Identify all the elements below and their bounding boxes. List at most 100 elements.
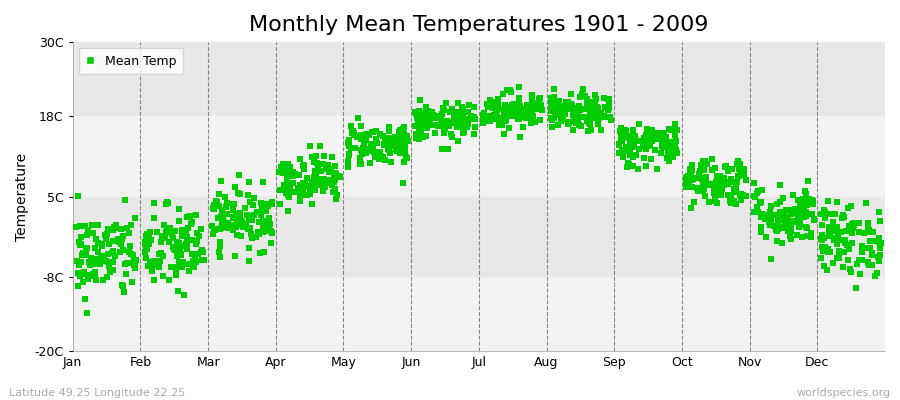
Point	[92, 257, 106, 263]
Point	[548, 109, 562, 116]
Point	[81, 272, 95, 278]
Point	[115, 236, 130, 242]
Point	[208, 227, 222, 234]
Point	[364, 140, 379, 147]
Point	[457, 129, 472, 136]
Point	[308, 181, 322, 188]
Point	[259, 208, 274, 214]
Point	[587, 115, 601, 122]
Point	[591, 112, 606, 118]
Point	[285, 168, 300, 175]
Point	[658, 134, 672, 140]
Point	[182, 261, 196, 267]
Legend: Mean Temp: Mean Temp	[79, 48, 183, 74]
Point	[422, 110, 436, 116]
Point	[698, 179, 713, 186]
Point	[627, 132, 642, 139]
Point	[736, 192, 751, 198]
Point	[316, 160, 330, 167]
Point	[400, 136, 414, 143]
Point	[754, 187, 769, 194]
Point	[174, 252, 188, 259]
Point	[823, 233, 837, 240]
Point	[344, 123, 358, 129]
Point	[360, 148, 374, 154]
Point	[527, 118, 542, 125]
Point	[214, 220, 229, 226]
Point	[827, 224, 842, 230]
Point	[209, 198, 223, 204]
Point	[410, 135, 424, 141]
Point	[818, 209, 832, 215]
Point	[558, 111, 572, 118]
Point	[365, 145, 380, 151]
Point	[820, 266, 834, 273]
Point	[662, 158, 677, 164]
Point	[382, 124, 397, 130]
Point	[428, 122, 442, 129]
Point	[597, 112, 611, 119]
Point	[508, 109, 523, 116]
Point	[636, 135, 651, 142]
Point	[328, 172, 343, 179]
Point	[296, 180, 310, 186]
Point	[418, 112, 432, 119]
Point	[525, 98, 539, 104]
Point	[264, 240, 278, 246]
Point	[80, 232, 94, 238]
Point	[383, 136, 398, 142]
Point	[384, 158, 399, 165]
Point	[482, 104, 496, 110]
Point	[592, 114, 607, 121]
Point	[242, 199, 256, 205]
Point	[168, 264, 183, 270]
Point	[823, 249, 837, 256]
Point	[76, 271, 91, 277]
Point	[590, 104, 604, 110]
Point	[303, 184, 318, 191]
Point	[425, 108, 439, 115]
Point	[842, 228, 856, 234]
Point	[602, 114, 616, 120]
Point	[735, 171, 750, 178]
Point	[218, 194, 232, 200]
Point	[850, 261, 864, 267]
Point	[619, 164, 634, 170]
Point	[626, 139, 640, 145]
Point	[853, 271, 868, 278]
Point	[168, 228, 183, 234]
Point	[590, 104, 605, 111]
Point	[327, 177, 341, 183]
Point	[834, 229, 849, 235]
Point	[495, 122, 509, 128]
Point	[784, 228, 798, 235]
Point	[437, 126, 452, 132]
Point	[845, 240, 859, 246]
Point	[155, 232, 169, 239]
Point	[852, 257, 867, 263]
Point	[326, 189, 340, 195]
Point	[855, 249, 869, 256]
Point	[246, 202, 260, 208]
Point	[796, 196, 811, 202]
Point	[568, 115, 582, 122]
Point	[814, 236, 828, 242]
Point	[698, 158, 713, 164]
Point	[549, 110, 563, 116]
Point	[557, 104, 572, 111]
Point	[302, 143, 317, 150]
Point	[698, 193, 712, 199]
Point	[416, 121, 430, 128]
Point	[283, 184, 297, 191]
Point	[792, 210, 806, 217]
Point	[684, 176, 698, 182]
Point	[272, 169, 286, 176]
Point	[776, 224, 790, 230]
Point	[79, 252, 94, 258]
Point	[654, 139, 669, 146]
Point	[341, 140, 356, 146]
Point	[851, 220, 866, 227]
Point	[532, 105, 546, 111]
Point	[173, 249, 187, 255]
Point	[323, 177, 338, 184]
